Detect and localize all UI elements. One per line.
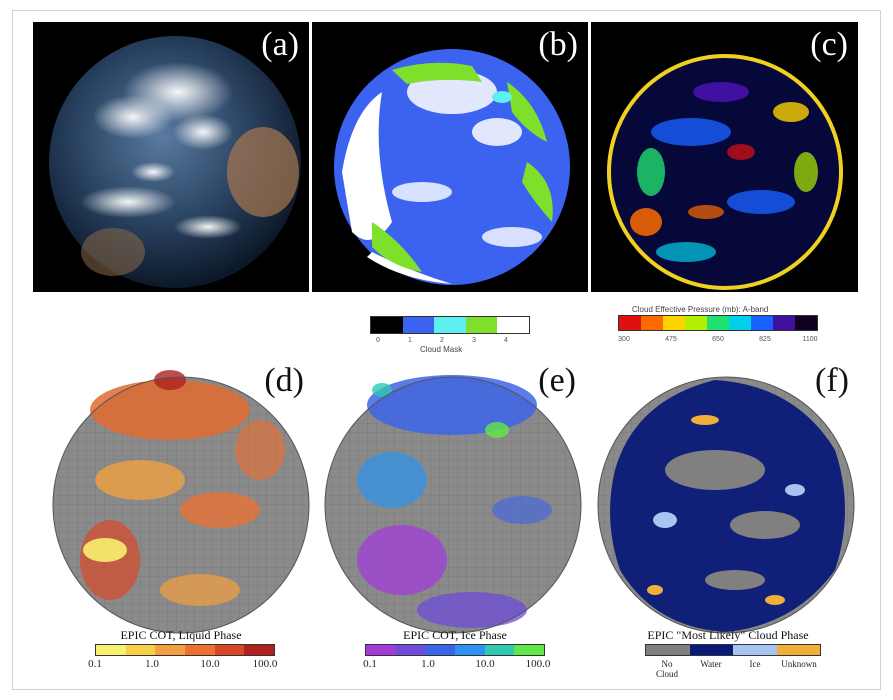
- earth-true-color-image: [49, 36, 301, 288]
- pressure-tick-1100: 1100: [802, 336, 818, 343]
- cot-ice-tick-1: 1.0: [421, 658, 435, 670]
- panel-c-cloud-pressure: (c): [591, 22, 858, 292]
- phase-colorbar: [645, 644, 821, 656]
- cot-ice-tick-2: 10.0: [475, 658, 495, 670]
- ice-swatch-1: [395, 645, 426, 655]
- panel-d-liquid-cot: (d): [50, 360, 312, 645]
- cloud-mask-tick-3: 3: [472, 337, 476, 344]
- pressure-swatch-3: [685, 316, 707, 330]
- phase-tick-ice: Ice: [749, 659, 761, 669]
- panel-f-label: (f): [815, 362, 849, 399]
- panel-d-label: (d): [264, 362, 304, 399]
- cot-ice-title: EPIC COT, Ice Phase: [403, 628, 507, 642]
- cloud-mask-tick-4: 4: [504, 337, 508, 344]
- panel-b-label: (b): [538, 26, 578, 63]
- phase-tick-water: Water: [700, 659, 722, 669]
- phase-tick-unknown: Unknown: [781, 659, 817, 669]
- panel-e-ice-cot: (e): [322, 360, 584, 645]
- cloud-mask-tick-0: 0: [376, 337, 380, 344]
- pressure-swatch-8: [795, 316, 817, 330]
- cot-liquid-title: EPIC COT, Liquid Phase: [120, 628, 242, 642]
- pressure-tick-650: 650: [712, 336, 724, 343]
- phase-tick-no-cloud: No Cloud: [655, 659, 678, 679]
- pressure-tick-300: 300: [618, 336, 630, 343]
- pressure-colorbar: [618, 315, 818, 331]
- cloud-mask-swatch-1: [402, 317, 435, 333]
- cloud-mask-title: Cloud Mask: [420, 345, 463, 354]
- liquid-swatch-4: [214, 645, 245, 655]
- cloud-mask-tick-1: 1: [408, 337, 412, 344]
- cloud-mask-colorbar: [370, 316, 530, 334]
- pressure-swatch-6: [751, 316, 773, 330]
- panel-f-cloud-phase: (f): [595, 360, 857, 645]
- cot-liquid-colorbar: [95, 644, 275, 656]
- ice-swatch-2: [425, 645, 456, 655]
- liquid-swatch-0: [96, 645, 126, 655]
- cot-liquid-tick-0: 0.1: [88, 658, 102, 670]
- ice-swatch-3: [455, 645, 485, 655]
- cot-ice-tick-3: 100.0: [525, 658, 551, 670]
- cloud-mask-swatch-2: [434, 317, 466, 333]
- phase-swatch-unknown: [776, 645, 820, 655]
- liquid-swatch-3: [185, 645, 215, 655]
- cloud-mask-swatch-3: [465, 317, 498, 333]
- phase-swatch-no-cloud: [646, 645, 690, 655]
- liquid-swatch-2: [155, 645, 186, 655]
- globe-ice-cot-image: [324, 375, 582, 634]
- cot-liquid-tick-3: 100.0: [252, 658, 278, 670]
- pressure-tick-475: 475: [665, 336, 677, 343]
- pressure-swatch-5: [729, 316, 751, 330]
- phase-swatch-ice: [733, 645, 777, 655]
- pressure-swatch-0: [619, 316, 641, 330]
- phase-swatch-water: [689, 645, 733, 655]
- pressure-swatch-2: [663, 316, 685, 330]
- globe-liquid-cot-image: [52, 370, 310, 634]
- pressure-swatch-7: [773, 316, 795, 330]
- cot-ice-tick-0: 0.1: [363, 658, 377, 670]
- pressure-swatch-1: [641, 316, 663, 330]
- panel-c-label: (c): [810, 26, 848, 63]
- cot-ice-colorbar: [365, 644, 545, 656]
- cot-liquid-tick-1: 1.0: [145, 658, 159, 670]
- earth-cloud-mask-image: [334, 49, 570, 285]
- pressure-swatch-4: [707, 316, 729, 330]
- panel-b-cloud-mask: (b): [312, 22, 588, 292]
- phase-title: EPIC "Most Likely" Cloud Phase: [647, 628, 809, 642]
- cloud-mask-swatch-0: [371, 317, 403, 333]
- ice-swatch-0: [366, 645, 396, 655]
- liquid-swatch-1: [125, 645, 156, 655]
- earth-cloud-pressure-image: [607, 54, 843, 290]
- panel-a-label: (a): [261, 26, 299, 63]
- pressure-colorbar-title: Cloud Effective Pressure (mb): A-band: [632, 305, 769, 314]
- pressure-tick-825: 825: [759, 336, 771, 343]
- ice-swatch-4: [484, 645, 515, 655]
- cloud-mask-tick-2: 2: [440, 337, 444, 344]
- panel-e-label: (e): [538, 362, 576, 399]
- ice-swatch-5: [514, 645, 545, 655]
- panel-a-true-color: (a): [33, 22, 309, 292]
- cot-liquid-tick-2: 10.0: [200, 658, 220, 670]
- cloud-mask-swatch-4: [497, 317, 529, 333]
- liquid-swatch-5: [244, 645, 275, 655]
- globe-cloud-phase-image: [597, 376, 855, 634]
